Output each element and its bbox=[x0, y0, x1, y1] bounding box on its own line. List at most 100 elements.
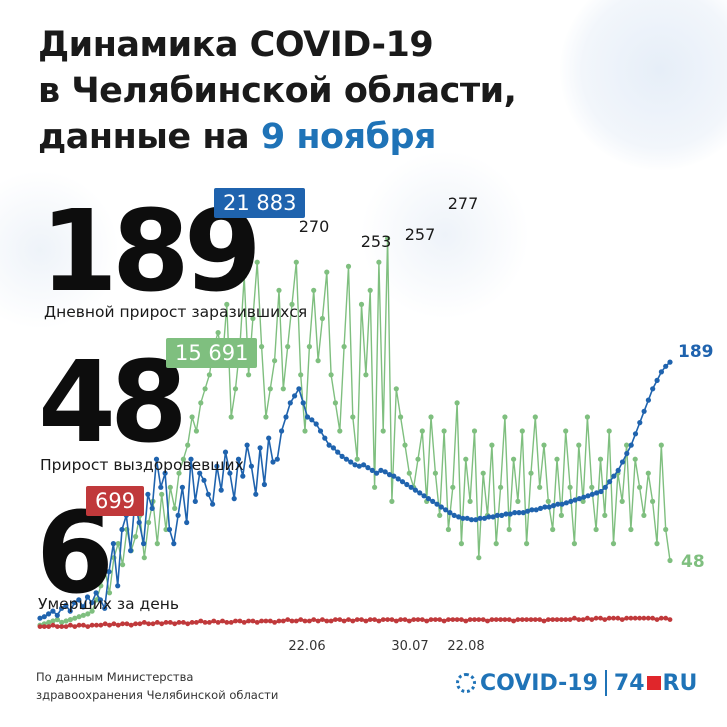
data-point-infected bbox=[348, 459, 354, 465]
data-point-infected bbox=[529, 507, 535, 513]
data-point-deaths bbox=[628, 615, 634, 621]
data-point-deaths bbox=[572, 615, 577, 621]
data-point-deaths bbox=[98, 622, 104, 628]
data-point-deaths bbox=[341, 618, 347, 624]
data-point-infected bbox=[136, 519, 142, 526]
data-point-recovered bbox=[376, 259, 382, 265]
data-point-deaths bbox=[115, 622, 121, 628]
data-point-deaths bbox=[376, 618, 382, 624]
chart-annotations: 270 253 257 277 189 48 bbox=[299, 194, 714, 572]
data-point-deaths bbox=[320, 617, 325, 622]
data-point-infected bbox=[179, 484, 185, 490]
data-point-recovered bbox=[606, 428, 612, 434]
data-point-infected bbox=[542, 504, 548, 510]
data-point-recovered bbox=[293, 259, 299, 265]
data-point-infected bbox=[421, 493, 427, 499]
data-point-recovered bbox=[54, 617, 61, 623]
data-point-infected bbox=[231, 496, 237, 502]
data-point-recovered bbox=[650, 498, 656, 504]
data-point-recovered bbox=[345, 263, 352, 269]
data-point-deaths bbox=[63, 624, 69, 629]
data-point-deaths bbox=[228, 620, 234, 625]
data-point-deaths bbox=[246, 618, 252, 624]
data-point-deaths bbox=[46, 624, 52, 629]
data-point-infected bbox=[399, 479, 406, 485]
data-point-deaths bbox=[467, 617, 473, 622]
data-point-recovered bbox=[63, 618, 69, 624]
data-point-deaths bbox=[272, 620, 277, 625]
data-point-recovered bbox=[85, 611, 91, 617]
data-point-infected bbox=[615, 467, 621, 473]
data-point-deaths bbox=[176, 620, 182, 625]
data-point-deaths bbox=[389, 617, 395, 622]
data-point-deaths bbox=[428, 617, 434, 622]
data-point-deaths bbox=[302, 618, 308, 624]
data-point-deaths bbox=[233, 618, 238, 624]
data-point-deaths bbox=[589, 617, 595, 622]
data-point-recovered bbox=[558, 512, 565, 519]
data-point-recovered bbox=[263, 414, 269, 420]
data-point-recovered bbox=[298, 372, 304, 378]
data-point-recovered bbox=[589, 484, 595, 490]
data-point-recovered bbox=[89, 608, 95, 614]
data-point-deaths bbox=[250, 618, 256, 624]
data-point-recovered bbox=[159, 491, 165, 497]
data-point-recovered bbox=[80, 612, 86, 618]
data-point-deaths bbox=[658, 615, 664, 621]
data-point-infected bbox=[110, 541, 116, 547]
data-point-infected bbox=[658, 369, 665, 375]
data-point-recovered bbox=[619, 498, 625, 504]
data-point-recovered bbox=[380, 428, 386, 434]
data-point-recovered bbox=[480, 470, 486, 476]
data-point-recovered bbox=[115, 541, 121, 547]
data-point-recovered bbox=[176, 470, 182, 476]
data-point-recovered bbox=[419, 428, 425, 434]
data-point-infected bbox=[210, 501, 216, 507]
data-point-recovered bbox=[372, 484, 378, 490]
data-point-recovered bbox=[628, 526, 634, 533]
data-point-deaths bbox=[624, 615, 629, 621]
data-point-infected bbox=[637, 420, 643, 426]
series-infected bbox=[37, 359, 673, 621]
data-point-deaths bbox=[102, 621, 108, 627]
data-point-infected bbox=[361, 462, 367, 468]
data-point-infected bbox=[417, 490, 423, 496]
data-point-infected bbox=[102, 605, 108, 611]
data-point-deaths bbox=[615, 615, 621, 621]
logo-covid-text: COVID-19 bbox=[480, 670, 598, 696]
data-point-recovered bbox=[367, 287, 373, 293]
end-label-infected: 189 bbox=[678, 342, 714, 362]
data-point-deaths bbox=[146, 621, 152, 627]
data-point-recovered bbox=[385, 235, 391, 241]
data-point-infected bbox=[382, 469, 388, 475]
data-point-deaths bbox=[498, 617, 503, 622]
data-point-infected bbox=[119, 526, 125, 533]
data-point-infected bbox=[279, 428, 285, 434]
data-point-infected bbox=[335, 449, 341, 455]
data-point-infected bbox=[330, 445, 336, 451]
data-point-deaths bbox=[324, 618, 330, 624]
data-point-infected bbox=[434, 501, 440, 507]
data-point-infected bbox=[304, 414, 311, 420]
data-point-recovered bbox=[658, 442, 664, 448]
data-point-deaths bbox=[72, 624, 78, 629]
data-point-recovered bbox=[224, 301, 230, 307]
data-point-deaths bbox=[606, 615, 612, 621]
data-point-deaths bbox=[111, 621, 117, 627]
data-point-infected bbox=[572, 497, 578, 503]
data-point-infected bbox=[41, 614, 47, 620]
data-point-infected bbox=[197, 470, 203, 476]
data-point-infected bbox=[145, 491, 151, 497]
data-point-deaths bbox=[545, 617, 551, 622]
data-point-deaths bbox=[446, 617, 451, 622]
data-point-recovered bbox=[428, 414, 434, 420]
data-point-recovered bbox=[515, 498, 521, 504]
data-point-infected bbox=[412, 487, 418, 493]
data-point-deaths bbox=[419, 617, 425, 622]
data-point-recovered bbox=[272, 358, 278, 364]
data-point-deaths bbox=[554, 617, 560, 622]
data-point-infected bbox=[317, 428, 324, 434]
data-point-infected bbox=[425, 496, 431, 502]
data-point-recovered bbox=[445, 526, 451, 533]
